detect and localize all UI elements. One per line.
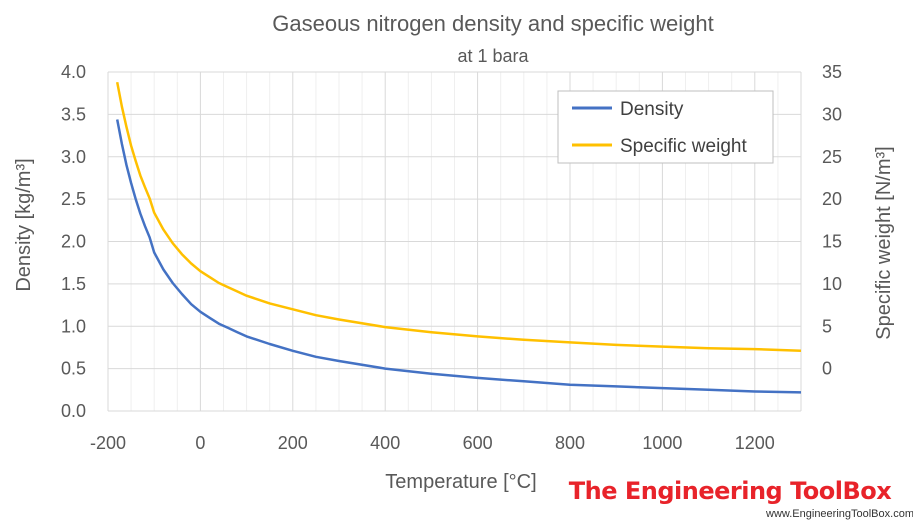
chart-title: Gaseous nitrogen density and specific we…	[272, 11, 713, 36]
y-left-axis-title: Density [kg/m³]	[13, 158, 35, 291]
legend: Density Specific weight	[557, 90, 774, 164]
y-right-tick-label: 5	[822, 316, 832, 336]
y-left-axis-ticks: 0.0 0.5 1.0 1.5 2.0 2.5 3.0 3.5 4.0	[61, 62, 86, 421]
legend-label-density: Density	[620, 99, 684, 120]
watermark-logo: The Engineering ToolBox www.EngineeringT…	[569, 477, 913, 520]
x-tick-label: 200	[278, 433, 308, 453]
y-right-tick-label: 15	[822, 232, 842, 252]
x-tick-label: 1000	[642, 433, 682, 453]
x-tick-label: 400	[370, 433, 400, 453]
series-line-density	[115, 119, 802, 394]
y-left-tick-label: 3.0	[61, 147, 86, 167]
y-left-tick-label: 0.0	[61, 401, 86, 421]
series-line-specific-weight	[115, 81, 802, 353]
x-axis-title: Temperature [°C]	[385, 471, 536, 493]
watermark-brand: The Engineering ToolBox	[569, 477, 892, 505]
y-right-tick-label: 10	[822, 274, 842, 294]
y-right-tick-label: 35	[822, 62, 842, 82]
y-right-tick-label: 20	[822, 189, 842, 209]
x-tick-label: 1200	[735, 433, 775, 453]
y-right-axis-ticks: 0 5 10 15 20 25 30 35	[822, 62, 842, 379]
chart-subtitle: at 1 bara	[457, 46, 529, 66]
y-left-tick-label: 1.5	[61, 274, 86, 294]
y-right-tick-label: 30	[822, 104, 842, 124]
y-left-tick-label: 3.5	[61, 104, 86, 124]
y-right-tick-label: 25	[822, 147, 842, 167]
grid	[107, 71, 802, 412]
y-left-tick-label: 2.5	[61, 189, 86, 209]
series-group	[115, 81, 802, 394]
legend-label-specific-weight: Specific weight	[620, 136, 747, 157]
legend-box	[557, 90, 774, 164]
y-right-axis-title: Specific weight [N/m³]	[873, 146, 895, 339]
x-tick-label: 800	[555, 433, 585, 453]
y-left-tick-label: 1.0	[61, 316, 86, 336]
x-tick-label: 600	[463, 433, 493, 453]
x-tick-label: -200	[90, 433, 126, 453]
y-left-tick-label: 4.0	[61, 62, 86, 82]
x-tick-label: 0	[195, 433, 205, 453]
y-left-tick-label: 2.0	[61, 232, 86, 252]
y-right-tick-label: 0	[822, 359, 832, 379]
x-axis-ticks: -200 0 200 400 600 800 1000 1200	[90, 433, 775, 453]
y-left-tick-label: 0.5	[61, 359, 86, 379]
watermark-url: www.EngineeringToolBox.com	[765, 508, 913, 520]
